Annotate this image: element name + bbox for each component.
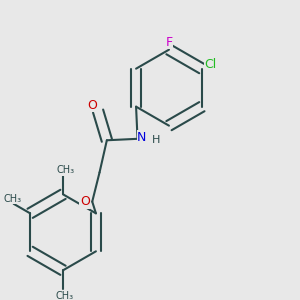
Text: N: N — [137, 131, 147, 144]
Text: CH₃: CH₃ — [56, 165, 74, 175]
Text: O: O — [80, 195, 90, 208]
Text: H: H — [152, 135, 161, 145]
Text: CH₃: CH₃ — [3, 194, 21, 204]
Text: F: F — [165, 36, 172, 49]
Text: CH₃: CH₃ — [56, 291, 74, 300]
Text: O: O — [87, 99, 97, 112]
Text: Cl: Cl — [205, 58, 217, 71]
